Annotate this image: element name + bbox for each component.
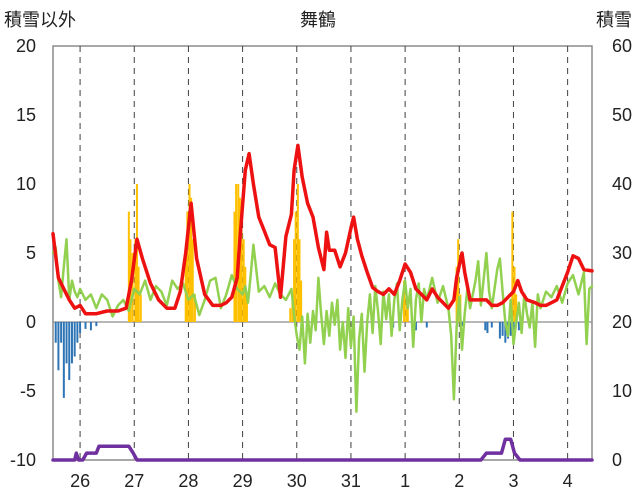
negative-bar — [498, 322, 501, 339]
negative-bar — [504, 322, 507, 343]
left-tick-label: 15 — [16, 105, 36, 125]
red-series-line — [51, 143, 594, 316]
precip-bar — [191, 239, 194, 322]
negative-bar — [517, 322, 520, 331]
left-tick-label: 20 — [16, 36, 36, 56]
day-label: 3 — [508, 471, 518, 491]
precip-bar — [184, 253, 187, 322]
precip-bar — [293, 239, 296, 322]
precip-bar — [294, 211, 297, 322]
negative-bar — [484, 322, 487, 331]
day-label: 29 — [233, 471, 253, 491]
negative-bar — [57, 322, 60, 371]
left-tick-label: 10 — [16, 174, 36, 194]
day-label: 26 — [70, 471, 90, 491]
chart-title: 舞鶴 — [300, 10, 336, 30]
left-tick-label: -10 — [10, 450, 36, 470]
day-label: 28 — [178, 471, 198, 491]
right-tick-label: 30 — [612, 243, 632, 263]
precip-bar — [403, 280, 406, 322]
negative-bar — [501, 322, 504, 336]
negative-bar — [79, 322, 82, 334]
precip-bar — [139, 294, 142, 322]
precip-bar — [245, 294, 248, 322]
day-label: 2 — [454, 471, 464, 491]
precip-bar — [405, 294, 408, 322]
precip-bar — [289, 308, 292, 322]
negative-bar — [70, 322, 73, 364]
negative-bar — [65, 322, 68, 364]
left-tick-label: -5 — [20, 381, 36, 401]
left-axis-title: 積雪以外 — [4, 10, 76, 30]
snow-depth-line — [51, 437, 594, 462]
precip-bar — [186, 211, 189, 322]
negative-bar — [54, 322, 57, 343]
day-label: 30 — [287, 471, 307, 491]
green-series-line — [51, 237, 594, 413]
negative-bar — [68, 322, 71, 380]
day-label: 31 — [341, 471, 361, 491]
precip-bar — [242, 239, 245, 322]
right-tick-label: 20 — [612, 312, 632, 332]
precip-bar — [190, 197, 193, 322]
right-axis-title: 積雪 — [596, 10, 632, 30]
negative-bar — [425, 322, 428, 328]
negative-bar — [89, 322, 92, 331]
right-tick-label: 50 — [612, 105, 632, 125]
right-tick-label: 10 — [612, 381, 632, 401]
negative-bar — [95, 322, 98, 327]
precip-bar — [240, 211, 243, 322]
precip-bar — [406, 308, 409, 322]
precip-bar — [511, 211, 514, 322]
day-label: 4 — [563, 471, 573, 491]
precip-bar — [300, 280, 303, 322]
negative-bar — [509, 322, 512, 336]
negative-bar — [486, 322, 489, 334]
precip-bar — [515, 294, 518, 322]
precip-bar — [127, 211, 130, 322]
precip-bar — [298, 239, 301, 322]
precip-bar — [235, 184, 238, 322]
negative-bar — [73, 322, 76, 357]
precip-bar — [193, 294, 196, 322]
precip-bar — [244, 266, 247, 322]
day-label: 27 — [124, 471, 144, 491]
negative-bar — [60, 322, 63, 343]
precip-bar — [188, 184, 191, 322]
right-tick-label: 60 — [612, 36, 632, 56]
negative-bar — [62, 322, 65, 398]
left-tick-label: 5 — [26, 243, 36, 263]
day-label: 1 — [400, 471, 410, 491]
precip-bar — [131, 253, 134, 322]
negative-bar — [460, 322, 463, 327]
precip-bar — [455, 266, 458, 322]
precip-bar — [457, 239, 460, 322]
precip-bar — [233, 211, 236, 322]
negative-bar — [414, 322, 417, 331]
negative-bar — [84, 322, 87, 329]
left-tick-label: 0 — [26, 312, 36, 332]
negative-bar — [490, 322, 493, 328]
precip-bar — [513, 266, 516, 322]
precip-bar — [134, 239, 137, 322]
right-tick-label: 0 — [612, 450, 622, 470]
precip-bar — [296, 184, 299, 322]
negative-bar — [76, 322, 79, 343]
right-tick-label: 40 — [612, 174, 632, 194]
precip-bar — [135, 184, 138, 322]
